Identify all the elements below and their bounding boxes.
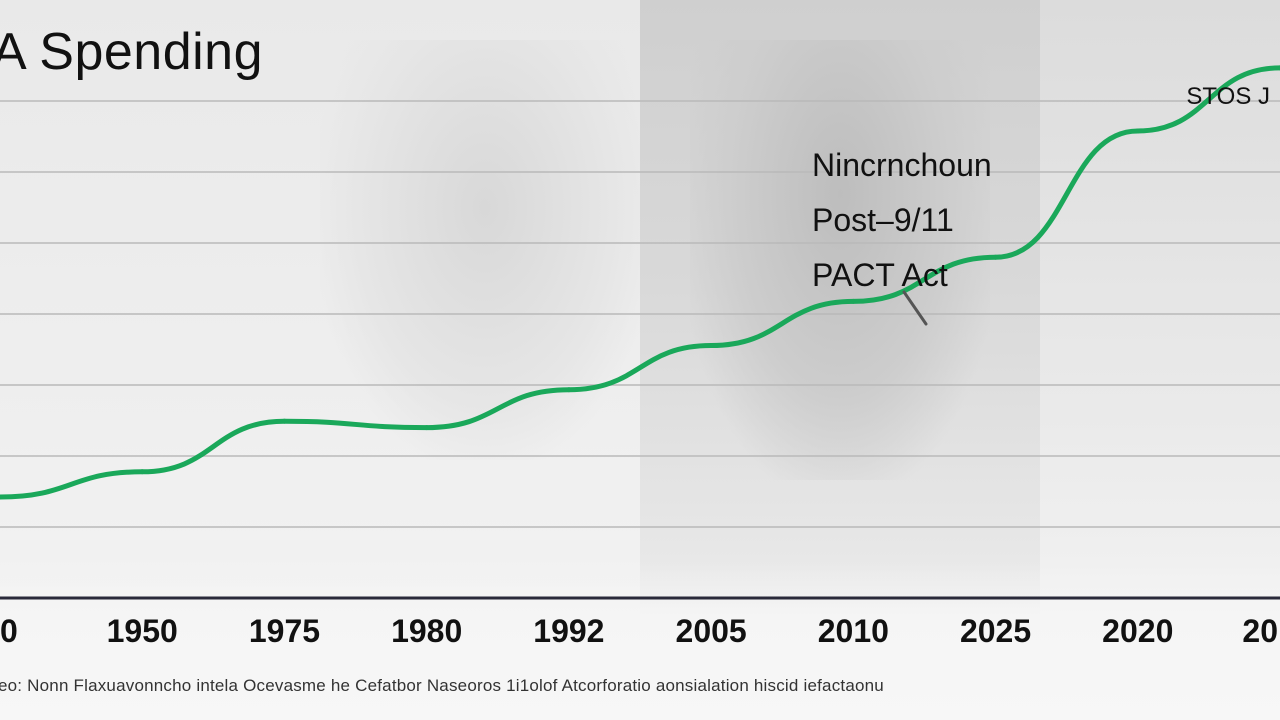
x-tick-labels: 501950197519801992200520102025202020: [0, 613, 1278, 649]
data-point: [424, 425, 430, 431]
annotation-marker: [902, 290, 928, 326]
series-line: [0, 65, 1280, 500]
data-point: [850, 298, 856, 304]
x-tick-label: 1992: [533, 613, 604, 649]
data-point: [1277, 65, 1280, 71]
chart-title: A Spending: [0, 23, 264, 81]
x-tick-label: 1980: [391, 613, 462, 649]
annotation-label: Post–9/11: [812, 202, 954, 238]
annotation-label: STOS J: [1186, 83, 1270, 110]
annotation-label: PACT Act: [812, 257, 948, 293]
x-tick-label: 1975: [249, 613, 320, 649]
source-note: eo: Nonn Flaxuavonncho intela Ocevasme h…: [0, 676, 884, 695]
data-point: [1135, 128, 1141, 134]
annotation-label: Nincrnchoun: [812, 147, 992, 183]
data-point: [566, 387, 572, 393]
x-tick-label: 50: [0, 613, 18, 649]
data-point: [139, 469, 145, 475]
annotations: Nincrnchoun Post–9/11 PACT Act STOS J: [812, 83, 1270, 326]
x-tick-label: 2020: [1102, 613, 1173, 649]
x-tick-label: 2010: [818, 613, 889, 649]
data-point: [281, 418, 287, 424]
gridlines: [0, 100, 1280, 528]
x-tick-label: 1950: [107, 613, 178, 649]
x-tick-label: 2025: [960, 613, 1031, 649]
x-tick-label: 2005: [676, 613, 747, 649]
data-point: [708, 343, 714, 349]
data-point: [993, 254, 999, 260]
data-point: [0, 494, 3, 500]
x-tick-label: 20: [1242, 613, 1278, 649]
series-layer: [0, 65, 1280, 500]
